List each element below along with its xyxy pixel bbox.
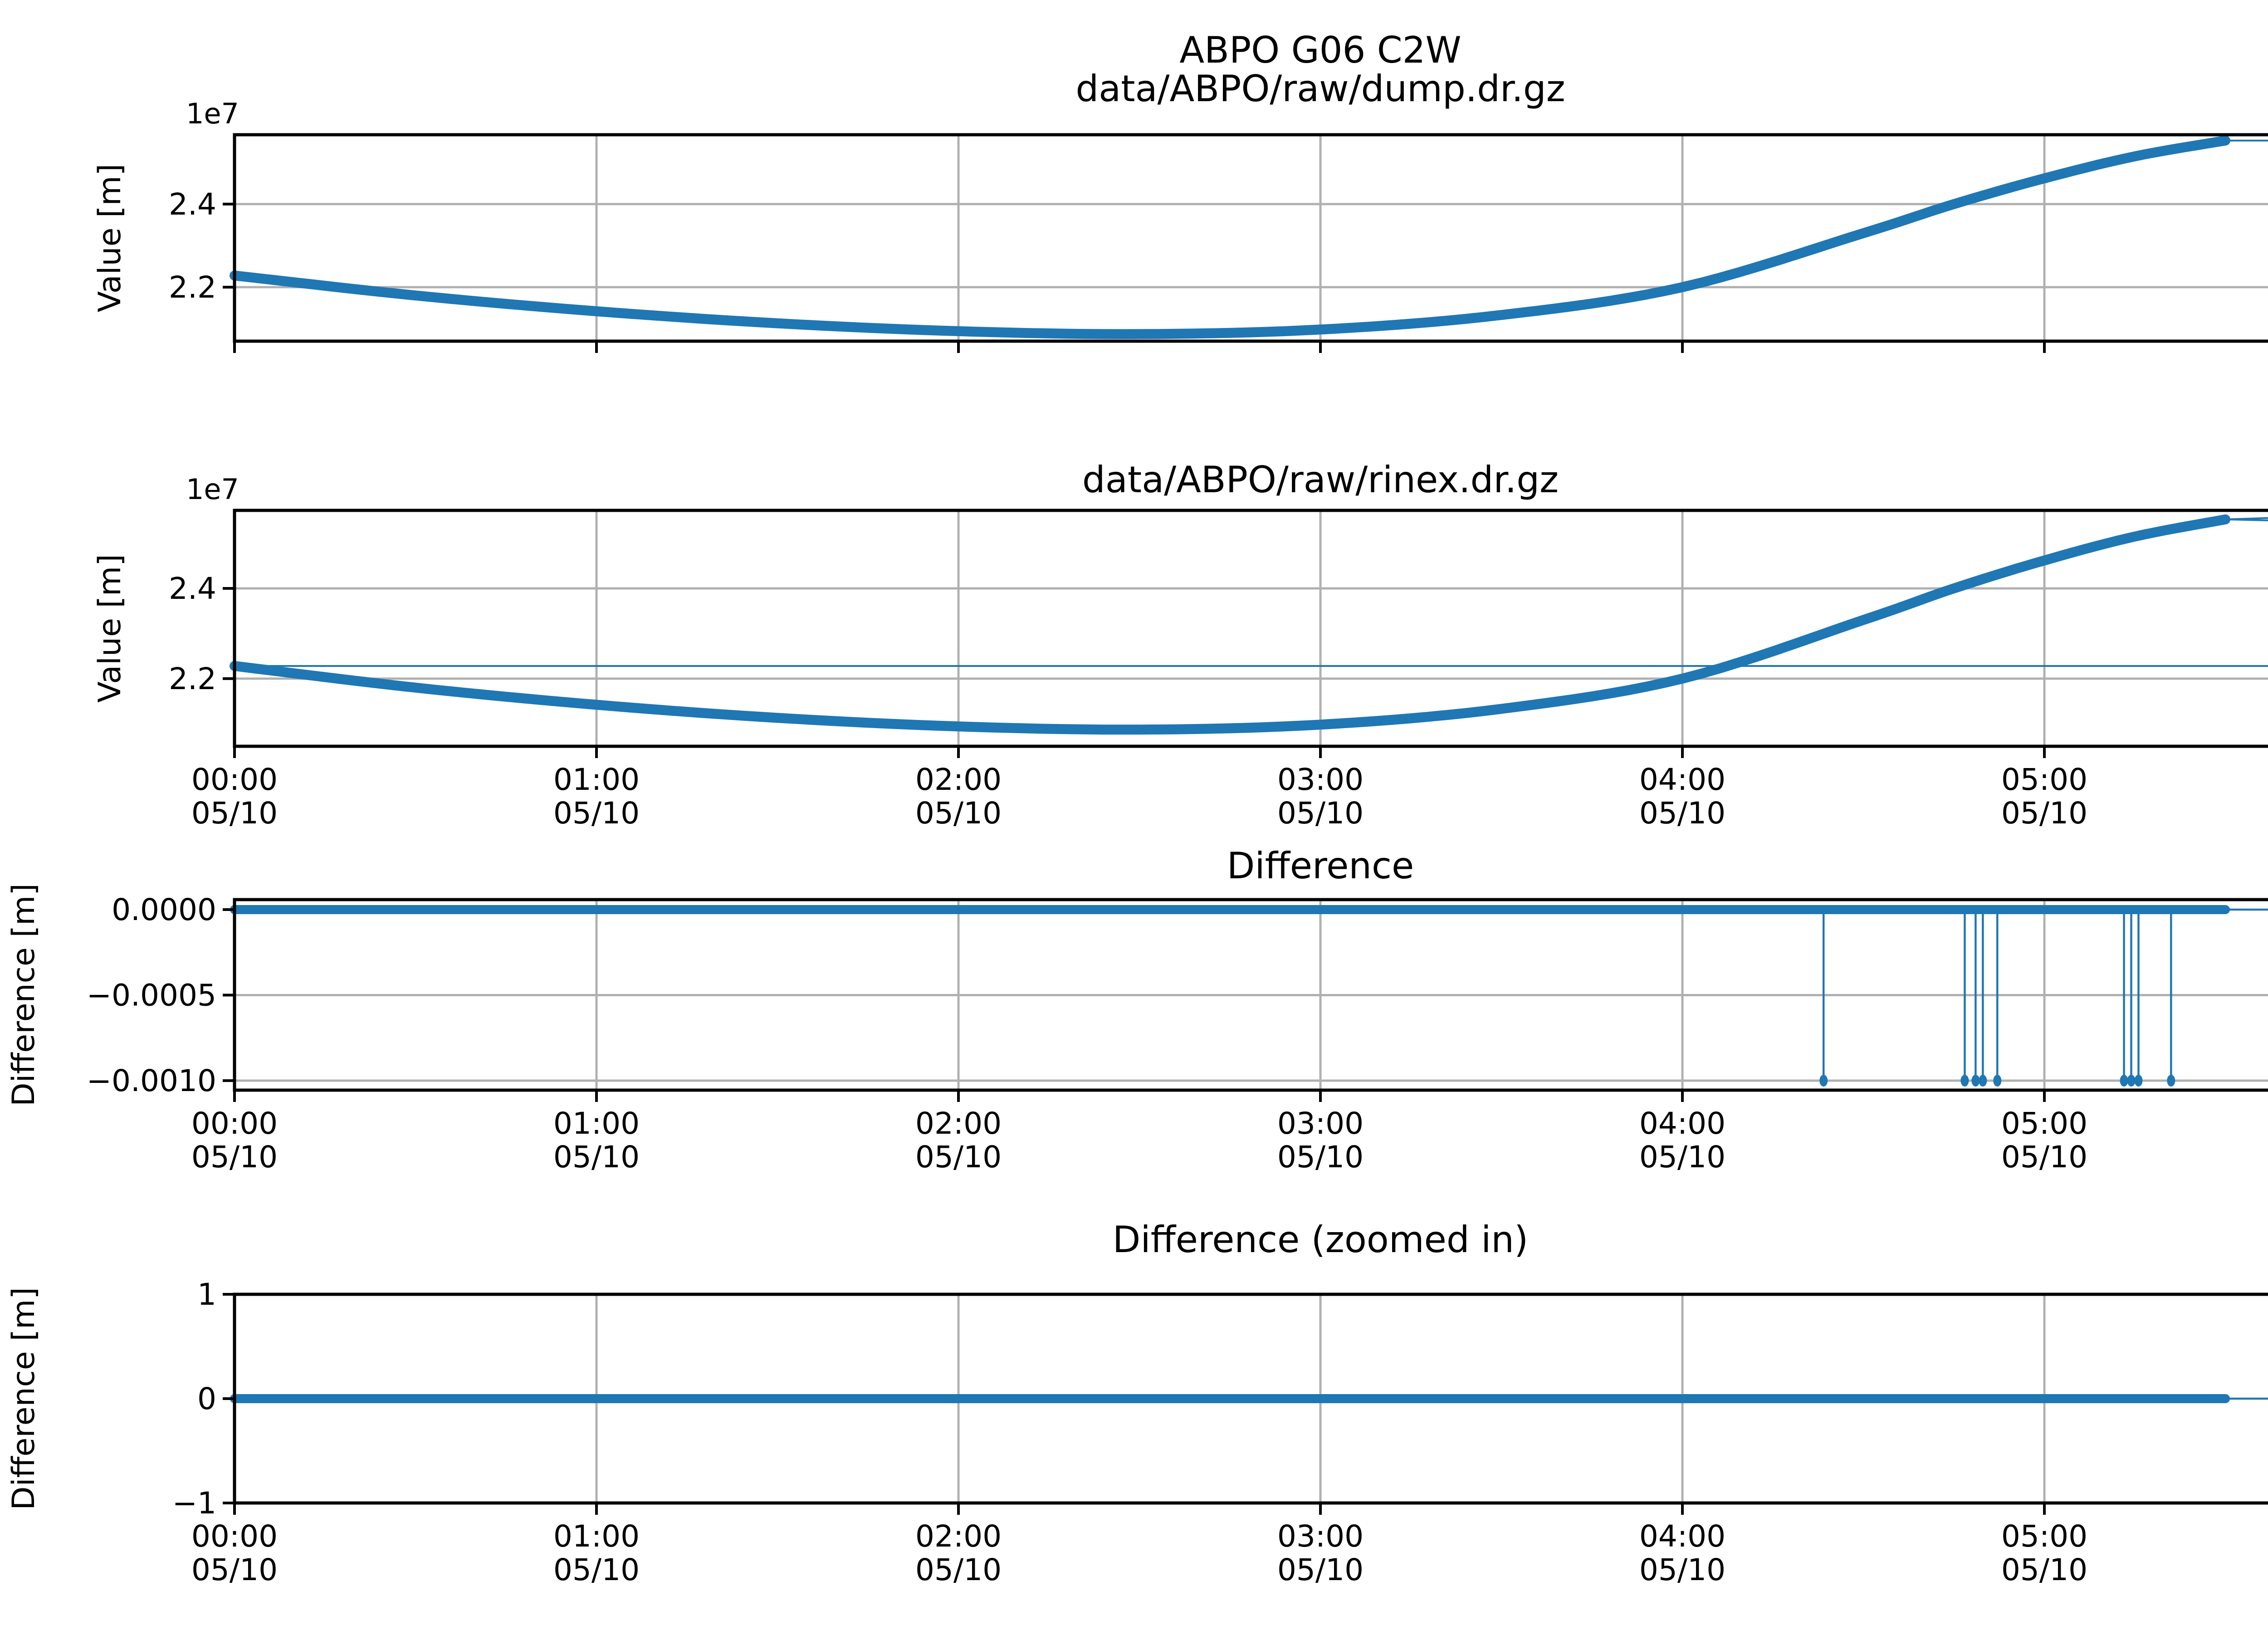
thin-data-line bbox=[2225, 517, 2268, 520]
y-axis-label: Value [m] bbox=[92, 164, 128, 313]
x-tick-label-time: 05:00 bbox=[2001, 1519, 2087, 1554]
y-axis-label: Difference [m] bbox=[6, 883, 42, 1106]
x-tick-label-date: 05/10 bbox=[553, 1140, 640, 1175]
x-tick-label-date: 05/10 bbox=[2001, 796, 2087, 831]
y-axis-label: Value [m] bbox=[92, 554, 128, 703]
x-tick-label-time: 02:00 bbox=[915, 1519, 1002, 1554]
y-tick-label: 0 bbox=[197, 1381, 216, 1416]
x-tick-label-time: 02:00 bbox=[915, 1106, 1002, 1141]
x-tick-label-date: 05/10 bbox=[2001, 1140, 2087, 1175]
y-axis-label: Difference [m] bbox=[6, 1287, 42, 1510]
x-tick-label-date: 05/10 bbox=[1639, 1140, 1725, 1175]
subplot-title: Difference (zoomed in) bbox=[1113, 1219, 1528, 1261]
y-tick-label: 1 bbox=[197, 1277, 216, 1312]
x-tick-label-time: 03:00 bbox=[1277, 762, 1364, 797]
spike-marker bbox=[2127, 1075, 2136, 1087]
y-tick-label: 2.4 bbox=[169, 571, 216, 606]
x-tick-label-time: 02:00 bbox=[915, 762, 1002, 797]
x-tick-label-date: 05/10 bbox=[915, 1552, 1002, 1587]
subplot-title: data/ABPO/raw/dump.dr.gz bbox=[1075, 68, 1565, 110]
x-tick-label-time: 00:00 bbox=[191, 762, 278, 797]
spike-marker bbox=[1993, 1075, 2002, 1087]
x-tick-label-time: 03:00 bbox=[1277, 1106, 1364, 1141]
spike-marker bbox=[2167, 1075, 2175, 1087]
x-tick-label-date: 05/10 bbox=[915, 796, 1002, 831]
spike-marker bbox=[2134, 1075, 2143, 1087]
y-tick-label: 2.4 bbox=[169, 187, 216, 222]
x-tick-label-date: 05/10 bbox=[553, 1552, 640, 1587]
x-tick-label-date: 05/10 bbox=[1639, 796, 1725, 831]
x-tick-label-time: 01:00 bbox=[553, 762, 640, 797]
x-tick-label-date: 05/10 bbox=[1277, 1552, 1364, 1587]
subplot-title: Difference bbox=[1227, 845, 1414, 887]
spike-marker bbox=[1960, 1075, 1969, 1087]
y-tick-label: 2.2 bbox=[169, 270, 216, 305]
x-tick-label-time: 04:00 bbox=[1639, 762, 1725, 797]
y-tick-label: −0.0005 bbox=[87, 978, 216, 1013]
subplot-title: ABPO G06 C2W bbox=[1179, 29, 1461, 71]
x-tick-label-time: 04:00 bbox=[1639, 1106, 1725, 1141]
x-tick-label-date: 05/10 bbox=[191, 796, 278, 831]
x-tick-label-date: 05/10 bbox=[2001, 1552, 2087, 1587]
x-tick-label-date: 05/10 bbox=[191, 1140, 278, 1175]
y-tick-label: −1 bbox=[172, 1486, 216, 1521]
main-data-line bbox=[230, 135, 2230, 339]
x-tick-label-time: 05:00 bbox=[2001, 762, 2087, 797]
y-axis-offset-label: 1e7 bbox=[186, 473, 239, 506]
x-tick-label-date: 05/10 bbox=[1639, 1552, 1725, 1587]
x-tick-label-time: 00:00 bbox=[191, 1519, 278, 1554]
x-tick-label-time: 01:00 bbox=[553, 1519, 640, 1554]
subplot-title: data/ABPO/raw/rinex.dr.gz bbox=[1082, 459, 1559, 501]
x-tick-label-time: 04:00 bbox=[1639, 1519, 1725, 1554]
y-tick-label: 0.0000 bbox=[112, 892, 216, 927]
y-axis-offset-label: 1e7 bbox=[186, 97, 239, 130]
x-tick-label-date: 05/10 bbox=[191, 1552, 278, 1587]
axes-frame bbox=[233, 509, 2268, 748]
x-tick-label-time: 05:00 bbox=[2001, 1106, 2087, 1141]
x-tick-label-date: 05/10 bbox=[553, 796, 640, 831]
spike-marker bbox=[1971, 1075, 1980, 1087]
spike-marker bbox=[1819, 1075, 1828, 1087]
x-tick-label-time: 00:00 bbox=[191, 1106, 278, 1141]
x-tick-label-time: 03:00 bbox=[1277, 1519, 1364, 1554]
y-tick-label: 2.2 bbox=[169, 661, 216, 696]
y-tick-label: −0.0010 bbox=[87, 1063, 216, 1098]
x-tick-label-time: 01:00 bbox=[553, 1106, 640, 1141]
x-tick-label-date: 05/10 bbox=[1277, 1140, 1364, 1175]
spike-marker bbox=[2120, 1075, 2128, 1087]
main-data-line bbox=[230, 514, 2230, 735]
x-tick-label-date: 05/10 bbox=[915, 1140, 1002, 1175]
x-tick-label-date: 05/10 bbox=[1277, 796, 1364, 831]
spike-marker bbox=[1979, 1075, 1987, 1087]
thin-data-line bbox=[2225, 518, 2268, 521]
